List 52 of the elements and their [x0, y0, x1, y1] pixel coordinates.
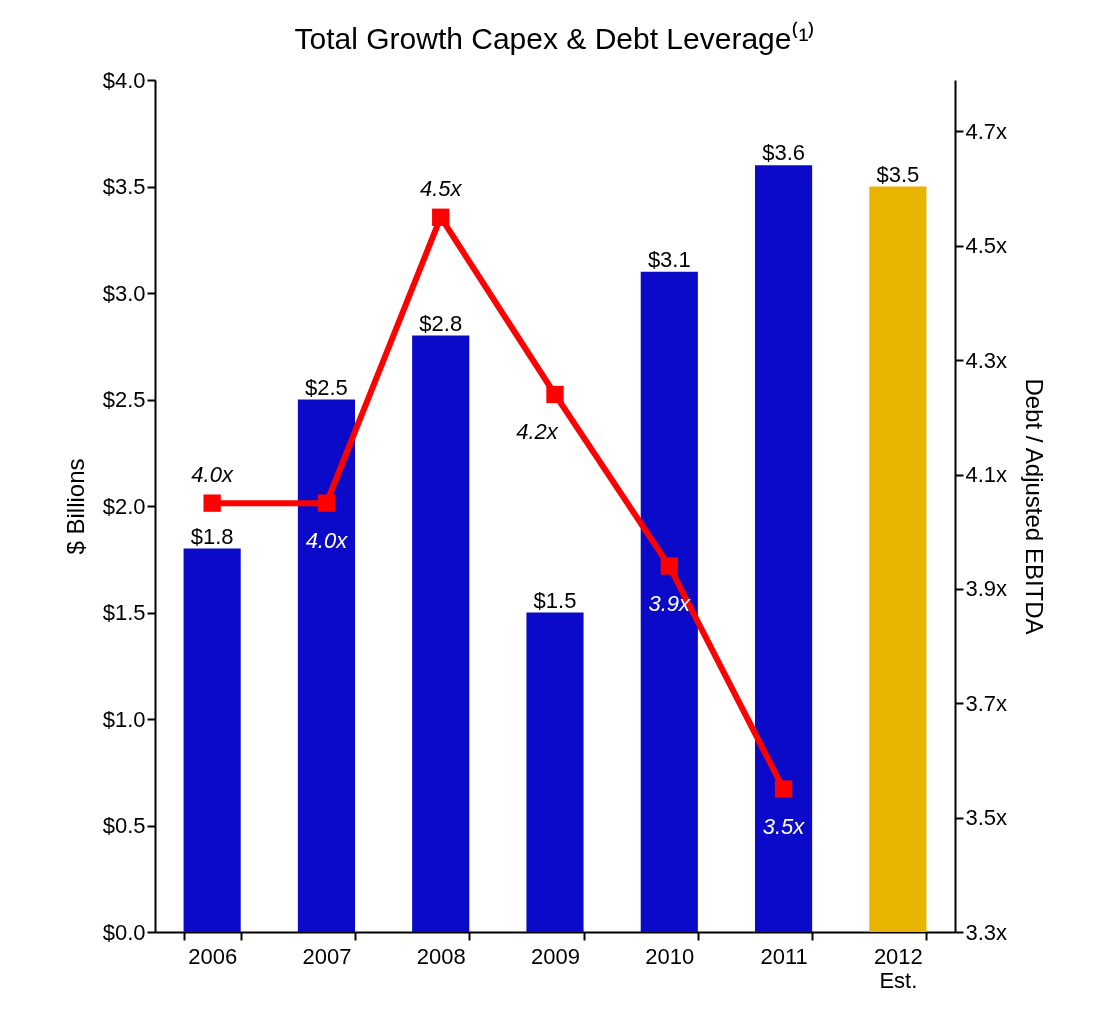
y2-axis-title: Debt / Adjusted EBITDA: [1021, 378, 1049, 635]
bar: [183, 548, 241, 932]
y2-tick-label: 4.1x: [965, 462, 1008, 488]
y2-tick-label: 3.9x: [965, 576, 1008, 602]
y-axis-title: $ Billions: [61, 458, 89, 555]
data-label: $1.5: [533, 587, 577, 613]
y2-tick-label: 4.7x: [965, 118, 1008, 144]
point: [660, 557, 678, 575]
data-label: 4.0x: [191, 462, 234, 488]
point: [432, 208, 450, 226]
bar: [412, 335, 470, 932]
data-label: 4.0x: [305, 528, 349, 554]
y2-tick-label: 4.5x: [965, 233, 1008, 259]
x-tick-label: 2006: [188, 943, 238, 969]
y-tick-label: $0.0: [102, 919, 146, 945]
bar: [297, 399, 355, 932]
y-tick-label: $1.0: [102, 706, 146, 732]
y-tick-label: $2.5: [102, 387, 146, 412]
bar: [640, 271, 698, 932]
y-tick-label: $4.0: [102, 67, 146, 93]
bar: [869, 186, 927, 932]
bar: [526, 612, 584, 932]
data-label: 3.5x: [762, 814, 806, 840]
x-tick-label: 2011: [760, 943, 808, 969]
point: [546, 385, 564, 404]
x-tick-label: 2009: [531, 943, 580, 969]
y2-tick-label: 3.7x: [965, 690, 1008, 716]
x-tick-label: 2010: [645, 943, 695, 969]
x-tick-label: 2007: [302, 943, 352, 969]
y-tick-label: $3.0: [102, 280, 146, 306]
data-label: $2.5: [305, 374, 348, 400]
x-tick-label: 2008: [416, 943, 466, 969]
y-tick-label: $1.5: [102, 600, 146, 625]
y2-tick-label: 4.3x: [965, 347, 1008, 373]
data-label: $1.8: [190, 523, 234, 549]
y-tick-label: $0.5: [102, 813, 146, 838]
chart-title: Total Growth Capex & Debt Leverage⁽¹⁾: [294, 21, 816, 55]
data-label: $3.1: [647, 246, 691, 272]
y2-tick-label: 3.3x: [965, 919, 1008, 945]
y-tick-label: $2.0: [102, 493, 146, 519]
x-tick-label: 2012 Est.: [873, 943, 923, 993]
data-label: 4.2x: [516, 419, 559, 445]
y-tick-label: $3.5: [102, 174, 146, 199]
data-label: 4.5x: [419, 176, 463, 202]
bar: [755, 165, 813, 932]
point: [203, 494, 221, 512]
y2-tick-label: 3.5x: [965, 805, 1008, 831]
data-label: $3.6: [762, 140, 805, 166]
data-label: $2.8: [419, 310, 463, 336]
point: [317, 494, 336, 512]
data-label: $3.5: [876, 161, 920, 187]
point: [774, 780, 793, 798]
